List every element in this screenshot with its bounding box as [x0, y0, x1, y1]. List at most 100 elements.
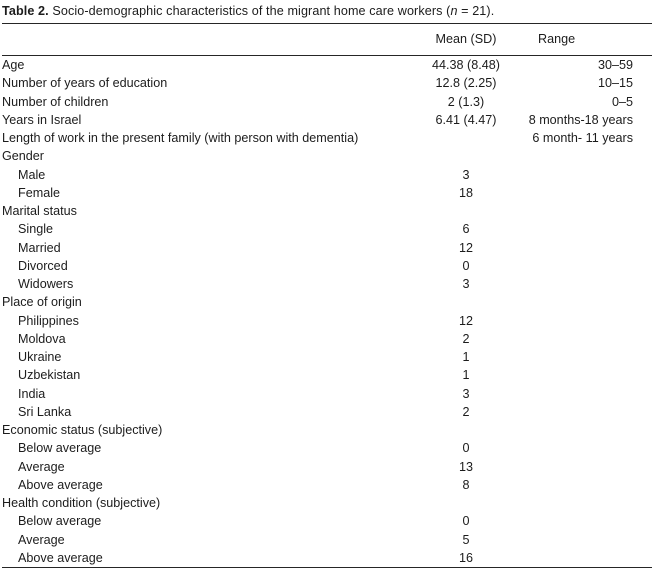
mean-sd-cell [410, 147, 522, 165]
table-row: Below average 0 [2, 512, 652, 530]
table-row: Gender [2, 147, 652, 165]
table-row: Average 5 [2, 531, 652, 549]
range-cell [522, 239, 652, 257]
mean-sd-cell: 44.38 (8.48) [432, 58, 500, 73]
characteristic-cell: Gender [2, 149, 45, 164]
table-row: Sri Lanka 2 [2, 403, 652, 421]
mean-sd-cell: 2 [462, 331, 470, 346]
table-number-label: Table 2. [2, 4, 49, 18]
table-row: Marital status [2, 202, 652, 220]
characteristic-cell: Average [18, 532, 65, 547]
column-header-characteristic [2, 24, 410, 56]
mean-sd-cell: 16 [458, 550, 473, 565]
range-cell [522, 439, 652, 457]
characteristic-cell: Number of children [2, 94, 109, 109]
table-title-end: = 21). [457, 4, 495, 18]
table-row: Below average 0 [2, 439, 652, 457]
characteristic-cell: Average [18, 459, 65, 474]
characteristic-cell: Number of years of education [2, 76, 168, 91]
range-cell [522, 403, 652, 421]
characteristic-cell: Above average [18, 550, 103, 565]
characteristic-cell: Single [18, 222, 54, 237]
mean-sd-cell: 6 [462, 222, 470, 237]
characteristic-cell: Female [18, 185, 60, 200]
mean-sd-cell: 3 [462, 277, 470, 292]
characteristic-cell: Married [18, 240, 61, 255]
range-cell [522, 348, 652, 366]
range-cell [522, 421, 652, 439]
mean-sd-cell: 2 [462, 404, 470, 419]
table-row: Health condition (subjective) [2, 494, 652, 512]
mean-sd-cell: 0 [462, 441, 470, 456]
table-row: Place of origin [2, 293, 652, 311]
characteristic-cell: Below average [18, 514, 102, 529]
table-row: Married 12 [2, 239, 652, 257]
range-cell [522, 385, 652, 403]
mean-sd-cell: 12 [458, 313, 473, 328]
table-row: Uzbekistan 1 [2, 366, 652, 384]
table-row: Widowers 3 [2, 275, 652, 293]
mean-sd-cell: 5 [462, 532, 470, 547]
mean-sd-cell: 2 (1.3) [447, 94, 485, 109]
table-row: India 3 [2, 385, 652, 403]
range-cell [522, 476, 652, 494]
range-cell [522, 275, 652, 293]
range-cell [522, 202, 652, 220]
table-row: Years in Israel 6.41 (4.47) 8 months-18 … [2, 111, 652, 129]
mean-sd-cell: 1 [462, 368, 470, 383]
characteristic-cell: Widowers [18, 277, 74, 292]
characteristic-cell: Length of work in the present family (wi… [2, 131, 359, 146]
characteristic-cell: Above average [18, 477, 103, 492]
table-row: Number of children 2 (1.3) 0–5 [2, 93, 652, 111]
range-cell [522, 257, 652, 275]
range-cell [522, 166, 652, 184]
mean-sd-cell: 13 [458, 459, 473, 474]
characteristic-cell: Health condition (subjective) [2, 496, 161, 511]
characteristic-cell: Place of origin [2, 295, 82, 310]
table-row: Above average 8 [2, 476, 652, 494]
table-row: Moldova 2 [2, 330, 652, 348]
mean-sd-cell [410, 202, 522, 220]
characteristic-cell: Philippines [18, 313, 79, 328]
mean-sd-cell [410, 293, 522, 311]
range-cell: 8 months-18 years [528, 112, 633, 127]
mean-sd-cell: 8 [462, 477, 470, 492]
range-cell [522, 494, 652, 512]
table-row: Divorced 0 [2, 257, 652, 275]
characteristic-cell: Years in Israel [2, 112, 82, 127]
column-header-range: Range [538, 31, 576, 46]
range-cell [522, 549, 652, 568]
range-cell: 10–15 [597, 76, 633, 91]
table-row: Number of years of education 12.8 (2.25)… [2, 74, 652, 92]
mean-sd-cell: 0 [462, 514, 470, 529]
table-row: Above average 16 [2, 549, 652, 568]
range-cell [522, 330, 652, 348]
table-row: Male 3 [2, 166, 652, 184]
table-row: Female 18 [2, 184, 652, 202]
characteristic-cell: Below average [18, 441, 102, 456]
mean-sd-cell: 12.8 (2.25) [435, 76, 497, 91]
range-cell [522, 184, 652, 202]
mean-sd-cell: 3 [462, 167, 470, 182]
mean-sd-cell: 0 [462, 258, 470, 273]
mean-sd-cell: 1 [462, 350, 470, 365]
column-header-mean-sd: Mean (SD) [435, 31, 497, 46]
table-body: Age 44.38 (8.48) 30–59 Number of years o… [2, 56, 652, 568]
table-row: Length of work in the present family (wi… [2, 129, 652, 147]
range-cell [522, 312, 652, 330]
characteristic-cell: Uzbekistan [18, 368, 81, 383]
range-cell [522, 458, 652, 476]
range-cell [522, 147, 652, 165]
table-title: Table 2. Socio-demographic characteristi… [2, 4, 652, 23]
range-cell [522, 220, 652, 238]
range-cell: 0–5 [611, 94, 633, 109]
characteristic-cell: Divorced [18, 258, 68, 273]
range-cell [522, 366, 652, 384]
mean-sd-cell [410, 421, 522, 439]
socio-demographic-table: Mean (SD) Range Age 44.38 (8.48) 30–59 N… [2, 23, 652, 568]
table-title-text: Socio-demographic characteristics of the… [48, 4, 451, 18]
mean-sd-cell: 6.41 (4.47) [435, 112, 497, 127]
mean-sd-cell [410, 129, 522, 147]
characteristic-cell: India [18, 386, 46, 401]
